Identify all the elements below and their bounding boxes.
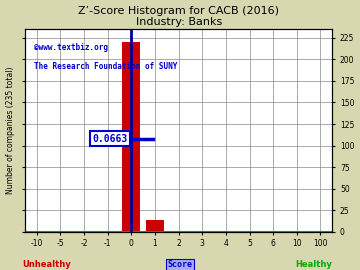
Text: The Research Foundation of SUNY: The Research Foundation of SUNY [34,62,177,71]
Text: Score: Score [167,260,193,269]
Text: Healthy: Healthy [295,260,332,269]
Title: Z’-Score Histogram for CACB (2016)
Industry: Banks: Z’-Score Histogram for CACB (2016) Indus… [78,6,279,27]
Text: Unhealthy: Unhealthy [22,260,71,269]
Bar [122,42,140,232]
Y-axis label: Number of companies (235 total): Number of companies (235 total) [5,67,14,194]
Bar [146,220,164,232]
Text: 0.0663: 0.0663 [93,134,128,144]
Text: ©www.textbiz.org: ©www.textbiz.org [34,43,108,52]
